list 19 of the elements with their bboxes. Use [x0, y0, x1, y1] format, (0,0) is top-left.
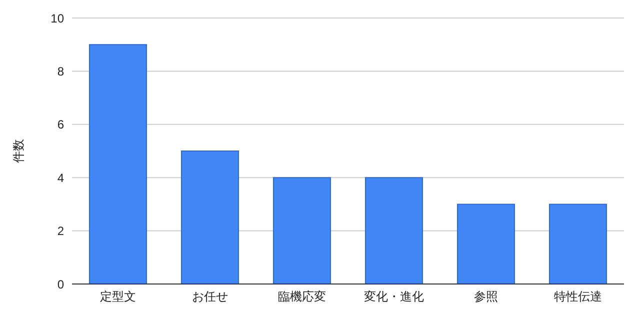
bar: [180, 150, 239, 284]
x-tick-label: 臨機応変: [278, 290, 326, 304]
x-tick-label: 特性伝達: [554, 290, 602, 304]
y-tick-label: 6: [57, 118, 64, 132]
bar: [548, 204, 607, 284]
y-tick-label: 0: [57, 277, 64, 292]
bar: [456, 204, 515, 284]
x-tick-label: 変化・進化: [364, 290, 424, 304]
x-tick-label: 参照: [474, 290, 498, 304]
y-tick-label: 2: [57, 224, 64, 238]
y-tick-label: 10: [50, 11, 64, 26]
bar: [272, 177, 331, 284]
bar: [88, 44, 147, 284]
bar: [364, 177, 423, 284]
y-tick-label: 8: [57, 64, 64, 78]
y-axis-title: 件数: [11, 139, 26, 163]
x-tick-label: お任せ: [192, 290, 228, 304]
y-tick-label: 4: [57, 170, 64, 185]
x-tick-label: 定型文: [100, 290, 136, 304]
